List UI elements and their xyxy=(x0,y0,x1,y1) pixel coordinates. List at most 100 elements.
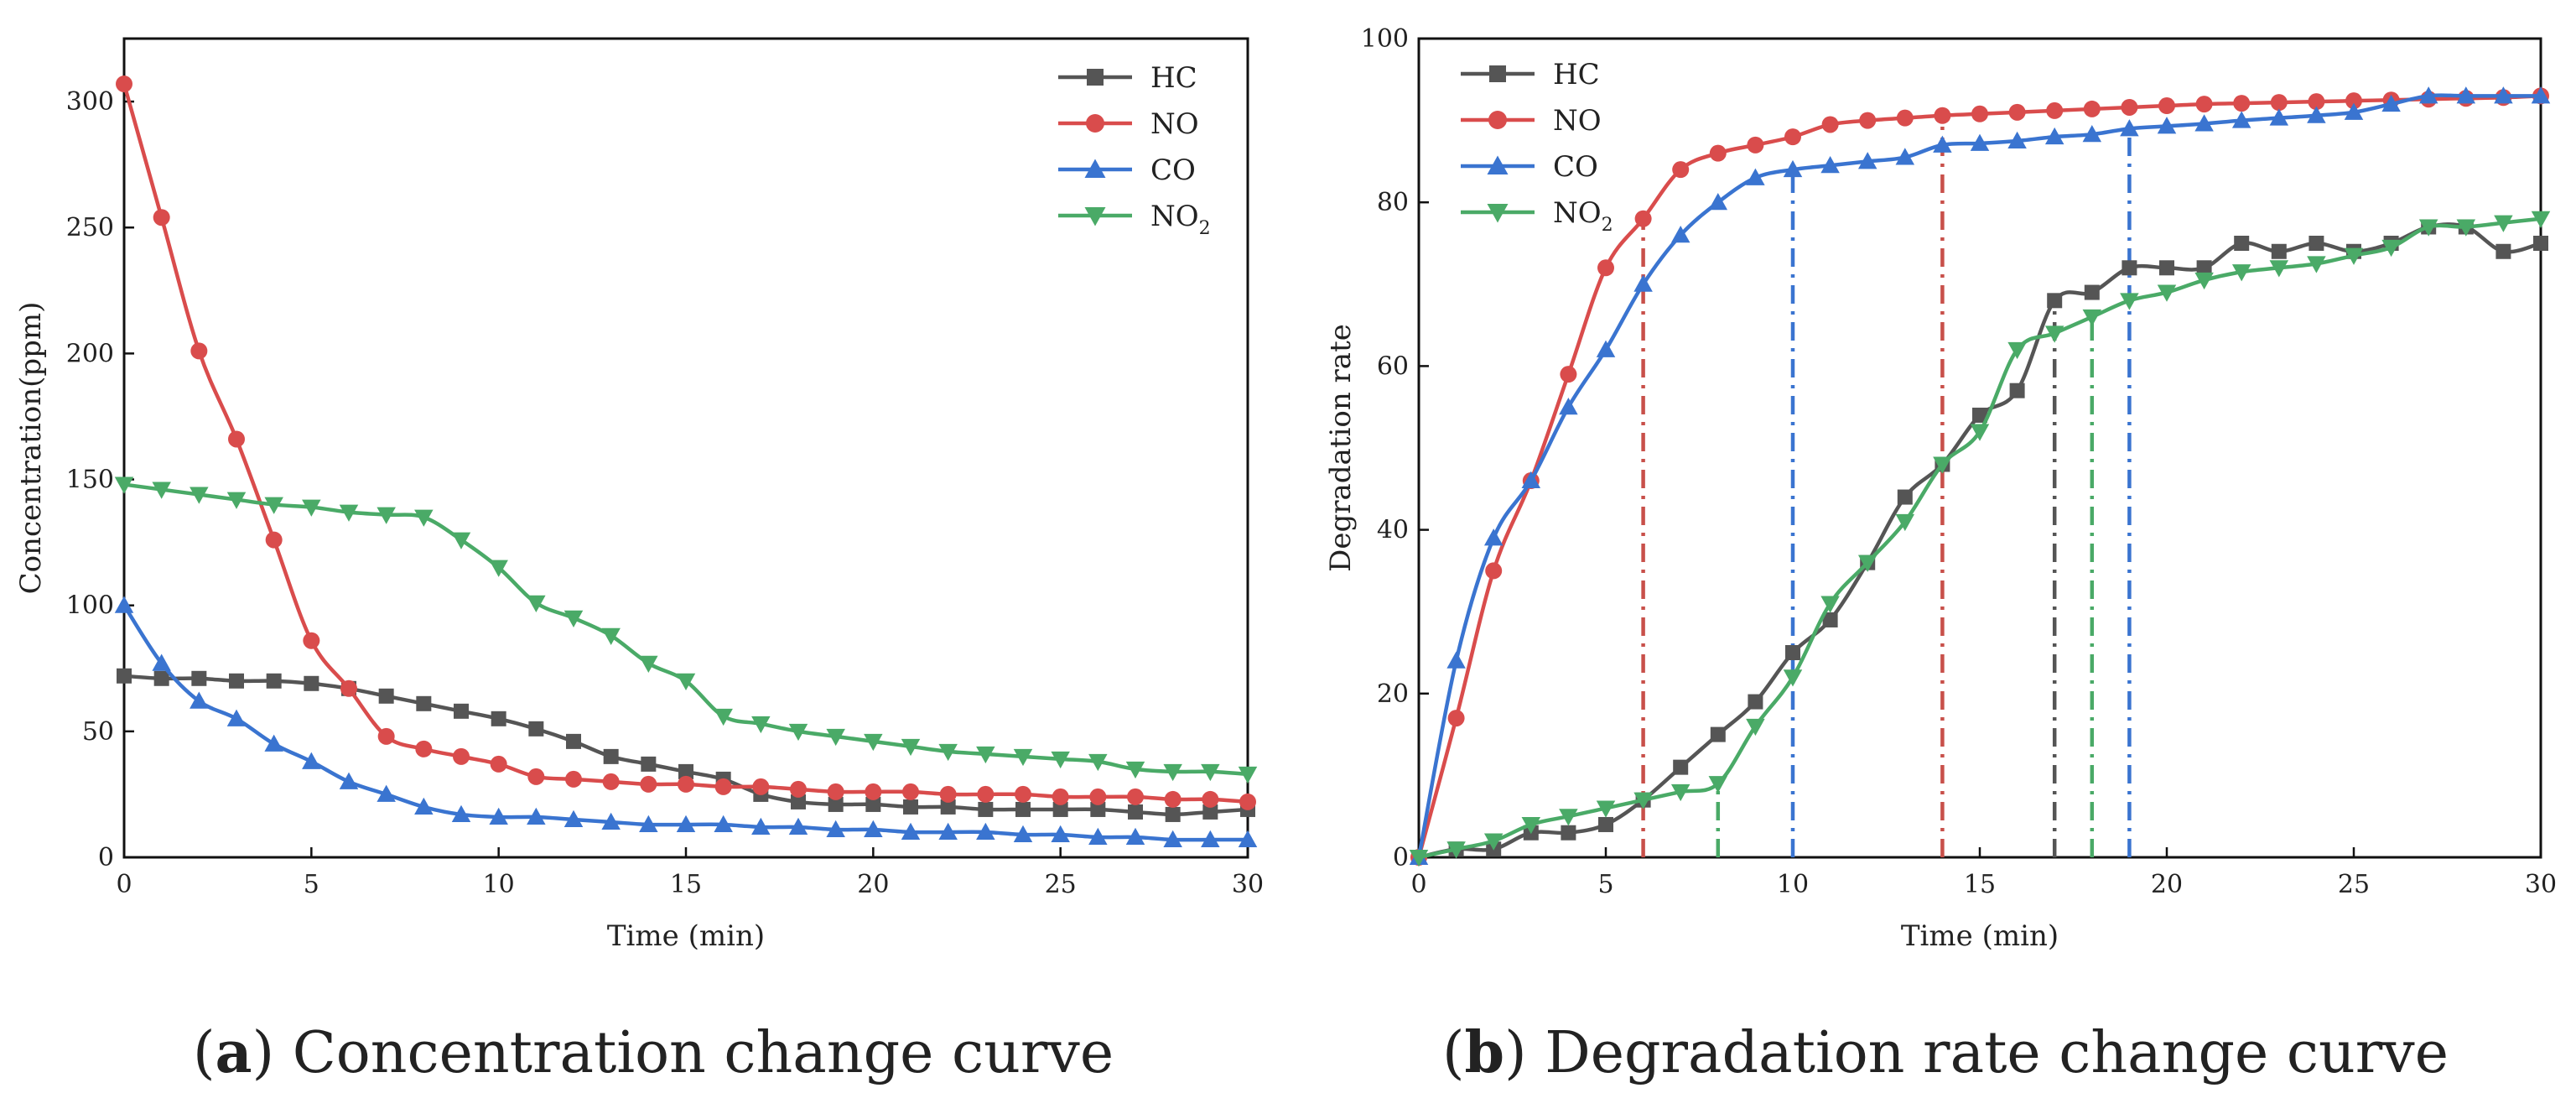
data-point xyxy=(826,820,845,837)
data-point xyxy=(2121,98,2138,116)
data-point xyxy=(266,673,282,689)
data-point xyxy=(903,799,918,815)
series-line xyxy=(122,83,1249,804)
data-point xyxy=(1561,825,1576,841)
y-tick-label: 150 xyxy=(66,466,114,495)
data-point xyxy=(564,610,584,627)
caption-b: (b) Degradation rate change curve xyxy=(1442,1019,2449,1086)
data-point xyxy=(1857,554,1877,572)
data-point xyxy=(1127,788,1144,805)
series-hc xyxy=(117,668,1255,822)
data-point xyxy=(1483,528,1504,546)
x-tick-label: 15 xyxy=(670,870,702,899)
legend-label: CO xyxy=(1553,150,1598,184)
y-tick-label: 60 xyxy=(1377,351,1409,381)
data-point xyxy=(977,785,995,803)
data-point xyxy=(1673,759,1689,775)
data-point xyxy=(1596,800,1616,818)
legend-marker xyxy=(1489,65,1506,82)
x-tick-label: 0 xyxy=(1410,870,1426,899)
data-point xyxy=(2531,86,2551,104)
data-point xyxy=(864,733,883,752)
y-axis-label-a: Concentration(ppm) xyxy=(14,302,48,595)
data-point xyxy=(491,711,506,726)
legend-label: NO xyxy=(1150,107,1199,141)
data-point xyxy=(152,653,171,671)
data-point xyxy=(1052,801,1068,817)
data-point xyxy=(2456,86,2476,104)
data-point xyxy=(264,734,283,752)
data-point xyxy=(601,812,621,830)
data-point xyxy=(339,772,359,789)
y-tick-label: 200 xyxy=(66,339,114,368)
data-point xyxy=(1710,726,1726,742)
series-hc xyxy=(1411,219,2548,865)
data-point xyxy=(940,799,956,815)
data-point xyxy=(1895,148,1915,165)
data-point xyxy=(1896,109,1914,127)
y-tick-label: 20 xyxy=(1377,679,1409,709)
data-point xyxy=(2082,124,2102,143)
data-point xyxy=(640,775,657,793)
data-point xyxy=(2157,117,2177,134)
data-point xyxy=(339,504,359,522)
data-point xyxy=(1201,830,1220,847)
data-point xyxy=(2345,92,2362,110)
data-point xyxy=(2494,86,2513,104)
data-point xyxy=(714,708,733,726)
data-point xyxy=(377,727,395,745)
data-point xyxy=(1238,766,1258,784)
data-point xyxy=(1125,827,1145,845)
data-point xyxy=(489,560,508,577)
data-point xyxy=(1934,107,1951,124)
data-point xyxy=(2231,111,2251,128)
data-point xyxy=(2271,243,2287,259)
data-point xyxy=(2496,243,2511,259)
legend-marker xyxy=(1488,111,1507,129)
data-point xyxy=(641,756,657,772)
data-point xyxy=(2047,293,2063,309)
data-point xyxy=(1052,788,1069,805)
data-point xyxy=(1088,753,1108,772)
data-point xyxy=(340,679,357,697)
data-point xyxy=(1785,645,1800,660)
data-point xyxy=(527,595,546,612)
data-point xyxy=(788,817,808,835)
y-tick-label: 0 xyxy=(98,843,114,872)
data-point xyxy=(978,801,994,817)
data-point xyxy=(1125,761,1145,779)
data-point xyxy=(1971,105,1988,122)
data-point xyxy=(2009,383,2025,398)
data-point xyxy=(1708,192,1728,211)
data-point xyxy=(901,822,921,840)
legend-marker xyxy=(1084,207,1106,226)
data-point xyxy=(865,796,881,812)
data-point xyxy=(1746,168,1765,185)
data-point xyxy=(2494,215,2513,232)
data-point xyxy=(678,775,694,793)
data-point xyxy=(678,763,693,779)
caption-a: (a) Concentration change curve xyxy=(193,1019,1114,1086)
data-point xyxy=(2233,95,2251,112)
plot-frame-a xyxy=(122,37,1249,859)
data-point xyxy=(1446,651,1466,669)
legend-label: HC xyxy=(1553,58,1600,91)
data-point xyxy=(864,820,883,837)
series-line xyxy=(123,482,1249,777)
data-point xyxy=(2308,93,2325,111)
data-point xyxy=(1784,128,1801,146)
data-point xyxy=(2083,100,2101,117)
data-point xyxy=(2194,114,2214,132)
data-point xyxy=(1202,790,1219,808)
data-point xyxy=(1013,748,1033,767)
data-point xyxy=(1559,809,1578,826)
data-point xyxy=(1163,763,1182,782)
x-tick-label: 30 xyxy=(2525,870,2557,899)
data-point xyxy=(714,815,733,832)
data-point xyxy=(114,596,134,613)
data-point xyxy=(2231,264,2251,282)
legend-label: NO2 xyxy=(1150,200,1211,239)
data-point xyxy=(226,492,247,509)
data-point xyxy=(2082,309,2102,327)
